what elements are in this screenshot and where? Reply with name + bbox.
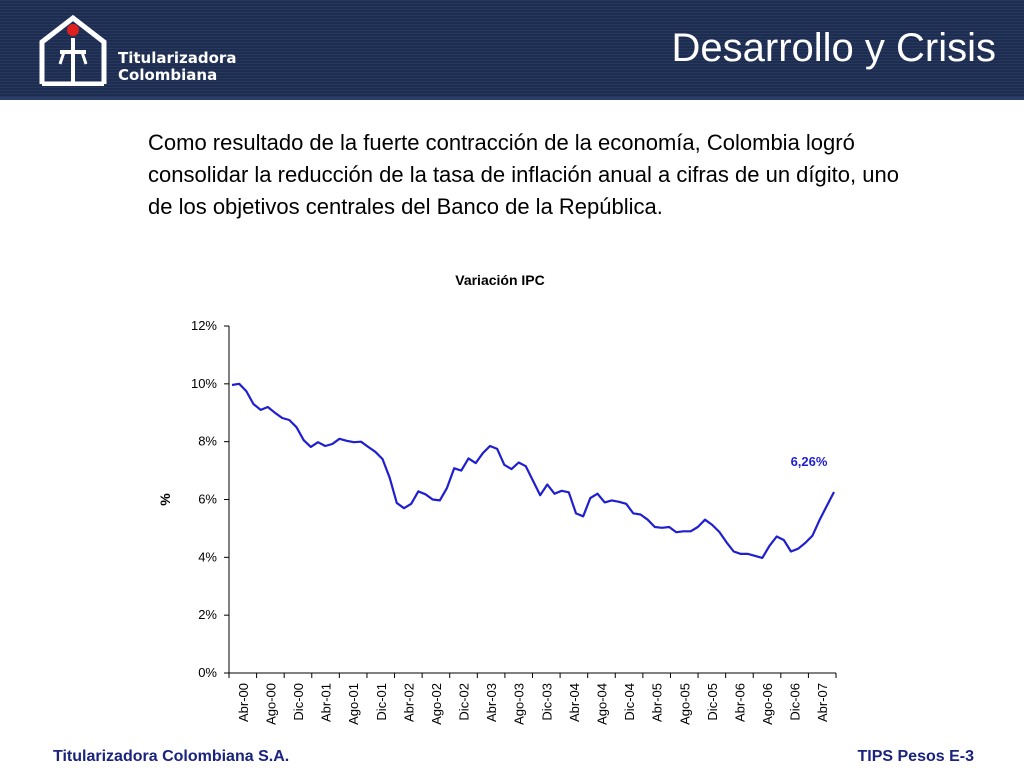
x-tick-label: Dic-05 <box>705 683 720 721</box>
x-tick-label: Abr-01 <box>319 683 334 722</box>
x-tick-label: Dic-02 <box>457 683 472 721</box>
x-tick-label: Abr-03 <box>484 683 499 722</box>
footer-company: Titularizadora Colombiana S.A. <box>53 748 290 765</box>
x-tick-label: Abr-04 <box>567 683 582 722</box>
y-tick-label: 12% <box>191 318 217 333</box>
x-tick-label: Ago-05 <box>677 683 692 725</box>
y-tick-label: 0% <box>198 665 217 680</box>
logo-line-1: Titularizadora <box>118 49 237 67</box>
y-axis-label: % <box>157 493 173 506</box>
y-tick-label: 2% <box>198 607 217 622</box>
x-tick-label: Ago-01 <box>346 683 361 725</box>
x-axis: Abr-00 Ago-00 Dic-00 Abr-01 Ago-01 Dic-01 Abr-… <box>228 672 837 725</box>
x-tick-label: Dic-04 <box>622 683 637 721</box>
end-value-label: 6,26% <box>791 454 828 469</box>
page-title: Desarrollo y Crisis <box>671 26 997 70</box>
x-tick-label: Abr-06 <box>732 683 747 722</box>
header-bar: Titularizadora Colombiana Desarrollo y C… <box>0 0 1024 97</box>
x-tick-label: Abr-00 <box>236 683 251 722</box>
x-tick-label: Abr-05 <box>650 683 665 722</box>
y-tick-label: 10% <box>191 376 217 391</box>
logo-text: Titularizadora Colombiana <box>118 50 236 84</box>
footer-product: TIPS Pesos E-3 <box>857 748 975 765</box>
house-logo-icon <box>39 14 107 86</box>
x-tick-label: Ago-04 <box>594 683 609 725</box>
x-tick-label: Abr-02 <box>401 683 416 722</box>
ipc-line-chart: Variación IPC % 0%2%4%6%8%10%12% Abr-00 A… <box>157 272 837 725</box>
logo-line-2: Colombiana <box>118 66 218 84</box>
x-tick-label: Ago-06 <box>760 683 775 725</box>
y-axis: 0% 2% 4% 6% 8% 10% 12% <box>191 318 230 680</box>
chart-title: Variación IPC <box>455 272 544 288</box>
x-tick-label: Dic-00 <box>291 683 306 721</box>
x-tick-label: Ago-03 <box>512 683 527 725</box>
x-tick-label: Dic-03 <box>539 683 554 721</box>
y-tick-label: 6% <box>198 492 217 507</box>
intro-paragraph: Como resultado de la fuerte contracción … <box>148 130 899 219</box>
x-tick-label: Dic-06 <box>788 683 803 721</box>
y-tick-label: 4% <box>198 549 217 564</box>
series-line-ipc <box>231 382 835 559</box>
x-tick-label: Ago-00 <box>263 683 278 725</box>
y-tick-label: 8% <box>198 434 217 449</box>
x-tick-label: Dic-01 <box>374 683 389 721</box>
header-divider <box>0 97 1024 100</box>
x-tick-label: Ago-02 <box>429 683 444 725</box>
x-tick-label: Abr-07 <box>815 683 830 722</box>
